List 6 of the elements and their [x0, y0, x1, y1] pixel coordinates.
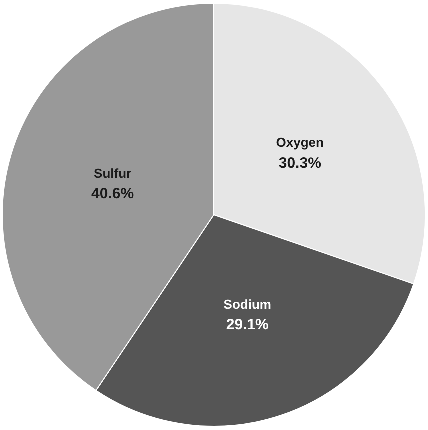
slice-label: Oxygen [276, 135, 324, 150]
data-label: 30.3% [278, 154, 322, 172]
data-label: 40.6% [92, 185, 134, 202]
slice-label: Sodium [224, 296, 272, 312]
data-label: 29.1% [226, 316, 269, 334]
slice-label: Sulfur [94, 166, 132, 181]
